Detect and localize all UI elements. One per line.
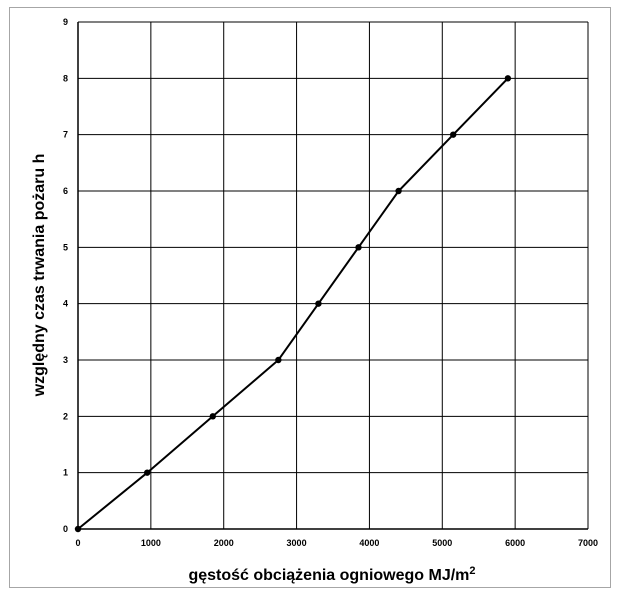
data-series (74, 75, 512, 533)
data-point-0-8 (504, 75, 512, 82)
y-tick-label-3: 3 (63, 355, 68, 365)
data-point-0-7 (450, 131, 457, 138)
y-tick-label-1: 1 (63, 468, 68, 478)
y-tick-label-4: 4 (63, 299, 68, 309)
y-tick-label-7: 7 (63, 130, 68, 140)
data-point-0-0 (74, 525, 82, 533)
x-axis-label: gęstość obciążenia ogniowego MJ/m2 (188, 565, 475, 584)
x-tick-label-1000: 1000 (141, 538, 161, 548)
data-point-0-4 (315, 300, 322, 307)
x-tick-label-6000: 6000 (505, 538, 525, 548)
x-tick-label-5000: 5000 (432, 538, 452, 548)
y-tick-label-2: 2 (63, 411, 68, 421)
x-tick-label-0: 0 (75, 538, 80, 548)
y-tick-label-8: 8 (63, 73, 68, 83)
data-point-0-3 (275, 356, 282, 364)
x-axis-label-superscript: 2 (469, 565, 475, 577)
data-point-0-1 (144, 469, 151, 476)
axes (77, 22, 588, 530)
x-tick-label-7000: 7000 (578, 538, 598, 548)
data-point-0-6 (395, 187, 402, 195)
data-point-0-5 (355, 244, 362, 251)
x-tick-label-2000: 2000 (214, 538, 234, 548)
y-tick-label-0: 0 (63, 524, 68, 534)
tick-labels: 0 1000 2000 3000 4000 5000 6000 7000 0 1 2 3 4 5 6 7 8 9 (63, 17, 598, 548)
grid (77, 21, 589, 530)
chart-frame (9, 7, 611, 588)
x-tick-label-4000: 4000 (359, 538, 379, 548)
y-tick-label-6: 6 (63, 186, 68, 196)
data-point-0-2 (209, 413, 216, 420)
x-tick-label-3000: 3000 (287, 538, 307, 548)
x-axis-label-text: gęstość obciążenia ogniowego MJ/m (188, 567, 469, 584)
y-tick-label-5: 5 (63, 242, 68, 252)
y-axis-label: względny czas trwania pożaru h (31, 154, 48, 398)
y-tick-label-9: 9 (63, 17, 68, 27)
